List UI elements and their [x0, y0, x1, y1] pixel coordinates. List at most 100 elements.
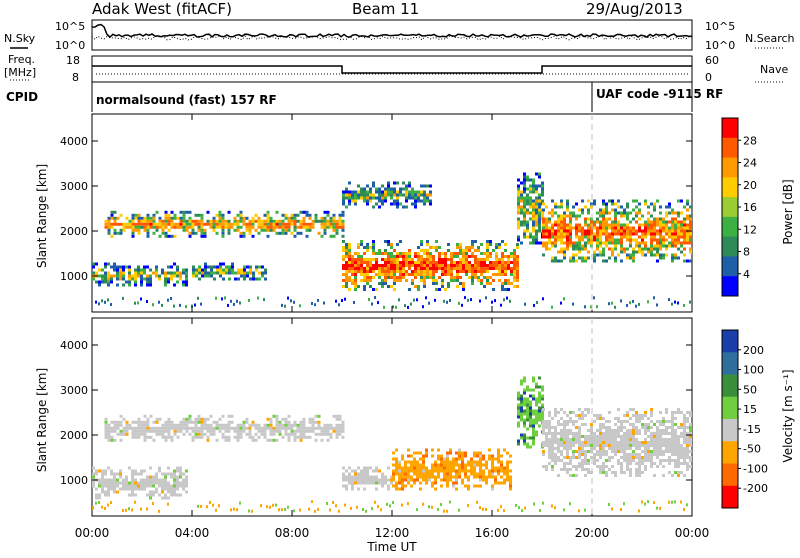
echo-cell [623, 441, 626, 444]
echo-cell [342, 285, 345, 288]
echo-cell [641, 232, 644, 236]
echo-cell [164, 429, 168, 433]
echo-cell [92, 481, 95, 485]
echo-cell [548, 450, 551, 453]
echo-cell [269, 505, 271, 509]
echo-cell [461, 454, 464, 458]
echo-cell [134, 487, 137, 491]
echo-cell [239, 423, 243, 427]
echo-cell [320, 432, 324, 436]
echo-cell [443, 469, 446, 473]
echo-cell [378, 267, 381, 270]
echo-cell [538, 220, 541, 224]
echo-cell [341, 213, 345, 217]
echo-cell [372, 243, 375, 246]
colorbar-tick-label: -50 [743, 443, 761, 456]
echo-cell [429, 270, 432, 273]
echo-cell [338, 417, 342, 421]
echo-cell [257, 216, 261, 220]
echo-cell [554, 462, 557, 465]
echo-cell [548, 229, 551, 233]
echo-cell [523, 184, 526, 188]
echo-cell [323, 429, 327, 433]
echo-cell [392, 469, 395, 473]
echo-cell [173, 472, 176, 476]
echo-cell [459, 276, 462, 279]
echo-cell [659, 253, 662, 257]
echo-cell [408, 255, 411, 258]
echo-cell [161, 496, 164, 500]
echo-cell [407, 448, 410, 452]
echo-cell [441, 273, 444, 276]
echo-cell [504, 261, 507, 264]
echo-cell [535, 415, 538, 419]
echo-cell [662, 244, 665, 248]
echo-cell [128, 423, 132, 427]
echo-cell [242, 222, 246, 226]
echo-cell [596, 441, 599, 444]
echo-cell [626, 468, 629, 471]
echo-cell [461, 478, 464, 482]
colorbar-tick-label: 12 [743, 223, 757, 236]
echo-cell [125, 222, 129, 226]
echo-cell [523, 376, 526, 380]
echo-cell [134, 268, 137, 272]
echo-cell [662, 223, 665, 227]
echo-cell [683, 238, 686, 242]
echo-cell [668, 235, 671, 239]
echo-cell [517, 421, 520, 425]
echo-cell [689, 259, 692, 263]
echo-cell [398, 460, 401, 464]
echo-cell [535, 208, 538, 212]
echo-cell [641, 235, 644, 239]
echo-cell [375, 258, 378, 261]
echo-cell [674, 462, 677, 465]
echo-cell [554, 223, 557, 227]
echo-cell [170, 210, 174, 214]
echo-cell [548, 420, 551, 423]
echo-cell [665, 211, 668, 215]
echo-cell [620, 244, 623, 248]
echo-cell [449, 448, 452, 452]
echo-cell [485, 463, 488, 467]
echo-cell [557, 456, 560, 459]
echo-cell [650, 432, 653, 435]
echo-cell [122, 277, 125, 281]
echo-cell [689, 220, 692, 224]
echo-cell [535, 214, 538, 218]
echo-cell [635, 238, 638, 242]
echo-cell [620, 429, 623, 432]
echo-cell [341, 426, 345, 430]
echo-cell [507, 288, 510, 291]
echo-cell [104, 219, 108, 223]
echo-cell [611, 250, 614, 254]
echo-cell [375, 264, 378, 267]
echo-cell [131, 222, 135, 226]
echo-cell [348, 243, 351, 246]
echo-cell [632, 423, 635, 426]
echo-cell [236, 225, 240, 229]
echo-cell [239, 231, 243, 235]
echo-cell [551, 235, 554, 239]
colorbar-tick-label: 20 [743, 179, 757, 192]
echo-cell [131, 228, 135, 232]
echo-cell [500, 481, 503, 485]
echo-cell [224, 438, 228, 442]
echo-cell [602, 217, 605, 221]
echo-cell [314, 213, 318, 217]
echo-cell [290, 216, 294, 220]
echo-cell [510, 261, 513, 264]
echo-cell [653, 296, 655, 300]
echo-cell [374, 296, 376, 299]
echo-cell [335, 432, 339, 436]
echo-cell [459, 249, 462, 252]
echo-cell [221, 435, 225, 439]
echo-cell [158, 429, 162, 433]
echo-cell [523, 379, 526, 383]
echo-cell [623, 438, 626, 441]
echo-cell [479, 466, 482, 470]
echo-cell [372, 276, 375, 279]
echo-cell [182, 481, 185, 485]
echo-cell [671, 450, 674, 453]
echo-cell [429, 184, 432, 188]
